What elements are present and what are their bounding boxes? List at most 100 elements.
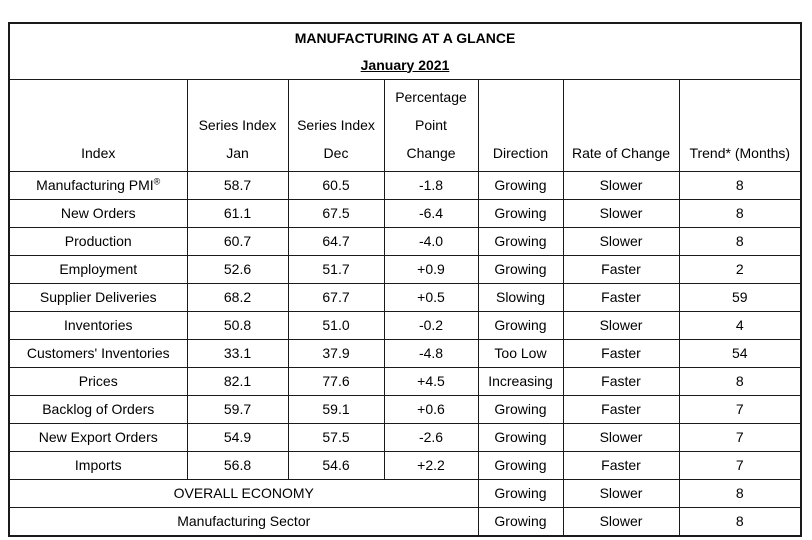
cell-series-index-jan: 61.1: [186, 199, 289, 228]
row-label: Manufacturing PMI®: [8, 171, 188, 200]
cell-direction: Slowing: [477, 283, 564, 312]
cell-change: -4.8: [383, 339, 479, 368]
cell-series-index-dec: 51.7: [287, 255, 385, 284]
row-label: Inventories: [8, 311, 188, 340]
table-row-new-export-orders: New Export Orders 54.9 57.5 -2.6 Growing…: [8, 423, 802, 452]
cell-change: -0.2: [383, 311, 479, 340]
column-header-index: Index: [8, 79, 188, 172]
cell-rate: Faster: [562, 339, 680, 368]
cell-series-index-dec: 37.9: [287, 339, 385, 368]
cell-rate: Slower: [562, 227, 680, 256]
table-row-backlog-of-orders: Backlog of Orders 59.7 59.1 +0.6 Growing…: [8, 395, 802, 424]
cell-direction: Too Low: [477, 339, 564, 368]
table-row-production: Production 60.7 64.7 -4.0 Growing Slower…: [8, 227, 802, 256]
cell-direction: Growing: [477, 423, 564, 452]
cell-change: +4.5: [383, 367, 479, 396]
cell-trend: 7: [678, 451, 802, 480]
cell-rate: Slower: [562, 311, 680, 340]
cell-change: +0.6: [383, 395, 479, 424]
column-header-row: Index Series Index Jan Series Index Dec …: [8, 79, 802, 172]
cell-direction: Growing: [477, 171, 564, 200]
summary-row-manufacturing-sector: Manufacturing Sector Growing Slower 8: [8, 507, 802, 537]
cell-change: -1.8: [383, 171, 479, 200]
cell-rate: Faster: [562, 255, 680, 284]
page-title: MANUFACTURING AT A GLANCE: [294, 29, 516, 46]
table-row-inventories: Inventories 50.8 51.0 -0.2 Growing Slowe…: [8, 311, 802, 340]
manufacturing-at-a-glance-table: MANUFACTURING AT A GLANCE January 2021 I…: [8, 22, 803, 537]
table-row-supplier-deliveries: Supplier Deliveries 68.2 67.7 +0.5 Slowi…: [8, 283, 802, 312]
cell-change: -4.0: [383, 227, 479, 256]
page-subtitle: January 2021: [360, 56, 450, 73]
row-label: Prices: [8, 367, 188, 396]
cell-trend: 8: [678, 367, 802, 396]
cell-series-index-jan: 33.1: [186, 339, 289, 368]
table-row-new-orders: New Orders 61.1 67.5 -6.4 Growing Slower…: [8, 199, 802, 228]
cell-rate: Slower: [562, 479, 680, 508]
table-row-employment: Employment 52.6 51.7 +0.9 Growing Faster…: [8, 255, 802, 284]
cell-trend: 2: [678, 255, 802, 284]
column-header-series-index-dec: Series Index Dec: [287, 79, 385, 172]
cell-direction: Growing: [477, 255, 564, 284]
cell-change: +0.9: [383, 255, 479, 284]
table-row-manufacturing-pmi: Manufacturing PMI® 58.7 60.5 -1.8 Growin…: [8, 171, 802, 200]
cell-trend: 54: [678, 339, 802, 368]
cell-direction: Growing: [477, 507, 564, 537]
cell-series-index-dec: 77.6: [287, 367, 385, 396]
cell-trend: 8: [678, 479, 802, 508]
cell-change: +2.2: [383, 451, 479, 480]
table-row-prices: Prices 82.1 77.6 +4.5 Increasing Faster …: [8, 367, 802, 396]
cell-series-index-jan: 68.2: [186, 283, 289, 312]
cell-trend: 8: [678, 171, 802, 200]
title-cell: MANUFACTURING AT A GLANCE January 2021: [8, 22, 802, 80]
registered-trademark-symbol: ®: [153, 176, 161, 187]
cell-direction: Growing: [477, 311, 564, 340]
cell-direction: Growing: [477, 479, 564, 508]
cell-rate: Slower: [562, 199, 680, 228]
row-label: Backlog of Orders: [8, 395, 188, 424]
cell-rate: Slower: [562, 507, 680, 537]
column-header-rate-of-change: Rate of Change: [562, 79, 680, 172]
cell-direction: Growing: [477, 395, 564, 424]
cell-series-index-dec: 64.7: [287, 227, 385, 256]
cell-series-index-jan: 56.8: [186, 451, 289, 480]
cell-series-index-dec: 57.5: [287, 423, 385, 452]
cell-rate: Slower: [562, 171, 680, 200]
cell-series-index-jan: 60.7: [186, 227, 289, 256]
cell-series-index-jan: 50.8: [186, 311, 289, 340]
column-header-trend-months: Trend* (Months): [678, 79, 802, 172]
row-label: Supplier Deliveries: [8, 283, 188, 312]
title-row: MANUFACTURING AT A GLANCE January 2021: [8, 22, 802, 80]
cell-trend: 7: [678, 395, 802, 424]
column-header-series-index-jan: Series Index Jan: [186, 79, 289, 172]
cell-series-index-jan: 54.9: [186, 423, 289, 452]
cell-rate: Faster: [562, 451, 680, 480]
summary-label: OVERALL ECONOMY: [8, 479, 479, 508]
cell-trend: 8: [678, 507, 802, 537]
cell-series-index-dec: 59.1: [287, 395, 385, 424]
cell-series-index-jan: 52.6: [186, 255, 289, 284]
cell-rate: Faster: [562, 283, 680, 312]
cell-change: -2.6: [383, 423, 479, 452]
cell-series-index-jan: 59.7: [186, 395, 289, 424]
cell-trend: 8: [678, 199, 802, 228]
table-row-imports: Imports 56.8 54.6 +2.2 Growing Faster 7: [8, 451, 802, 480]
row-label: New Orders: [8, 199, 188, 228]
row-label: Customers' Inventories: [8, 339, 188, 368]
cell-change: -6.4: [383, 199, 479, 228]
summary-label: Manufacturing Sector: [8, 507, 479, 537]
cell-direction: Growing: [477, 199, 564, 228]
cell-change: +0.5: [383, 283, 479, 312]
summary-row-overall-economy: OVERALL ECONOMY Growing Slower 8: [8, 479, 802, 508]
cell-trend: 8: [678, 227, 802, 256]
cell-direction: Growing: [477, 227, 564, 256]
cell-trend: 7: [678, 423, 802, 452]
cell-rate: Slower: [562, 423, 680, 452]
cell-rate: Faster: [562, 367, 680, 396]
row-label: Imports: [8, 451, 188, 480]
row-label: Employment: [8, 255, 188, 284]
cell-series-index-jan: 58.7: [186, 171, 289, 200]
column-header-percentage-point-change: Percentage Point Change: [383, 79, 479, 172]
cell-series-index-dec: 67.7: [287, 283, 385, 312]
cell-trend: 59: [678, 283, 802, 312]
